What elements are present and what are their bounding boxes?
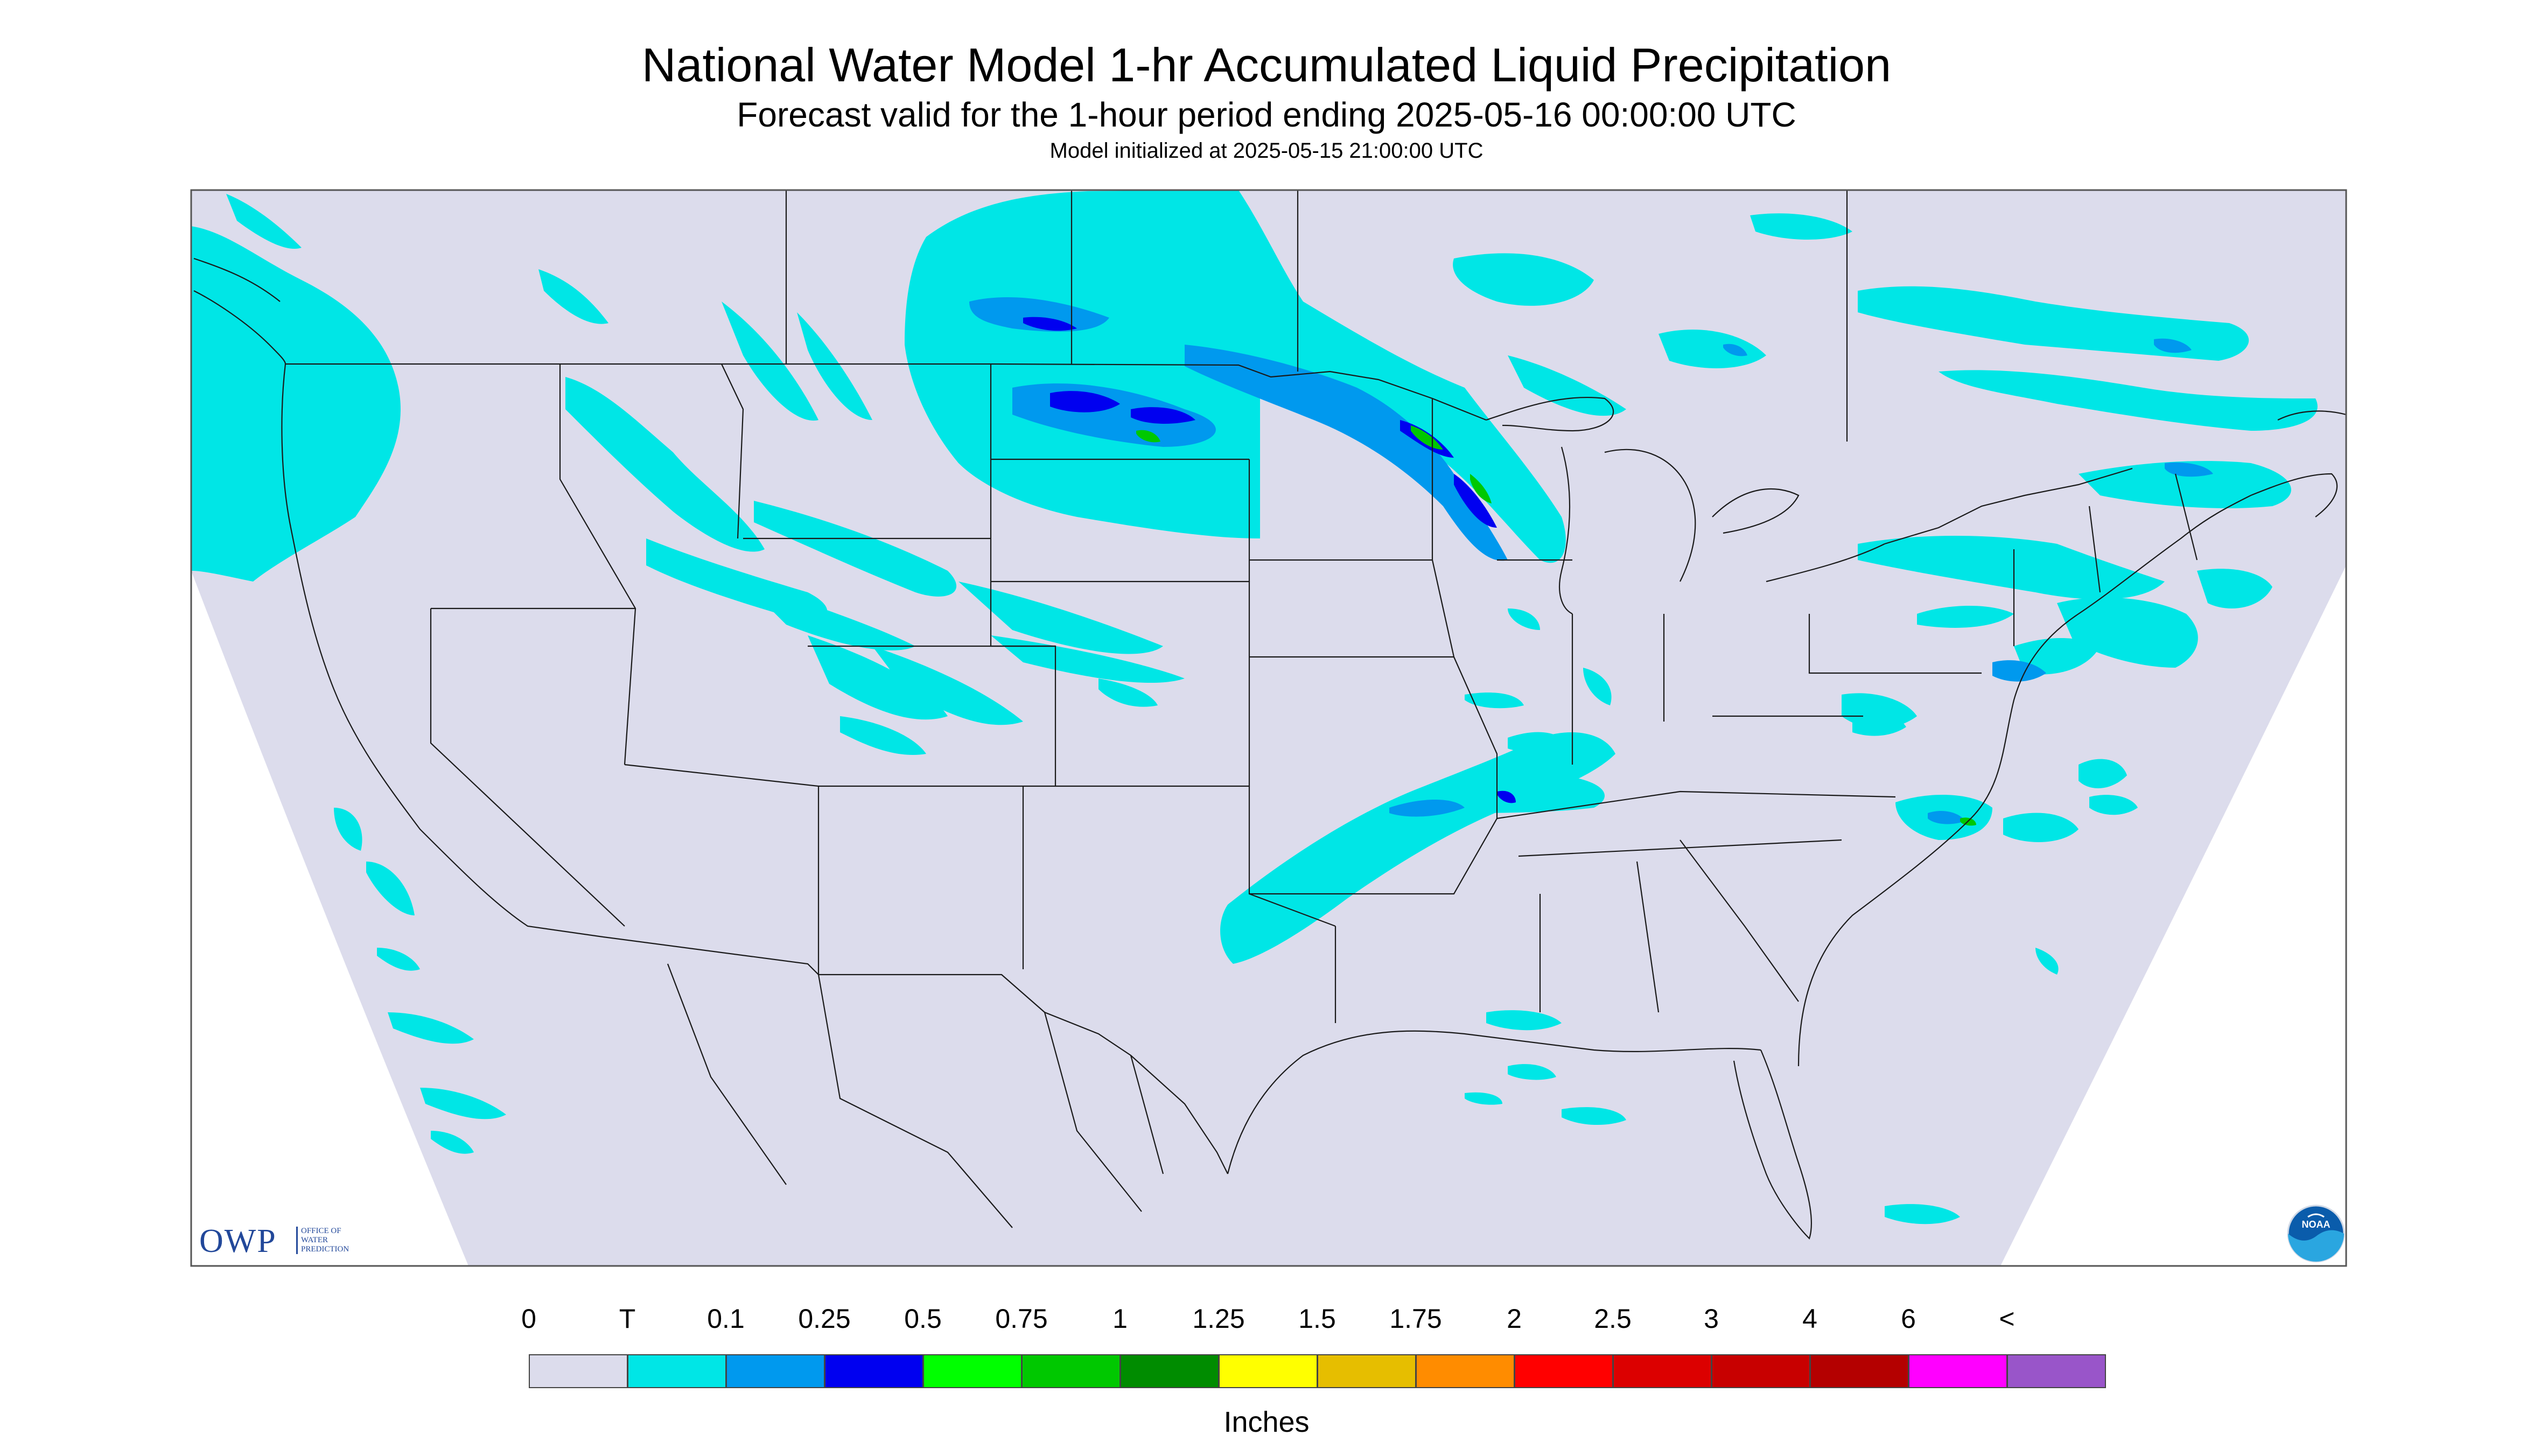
- legend-label: 1.5: [1298, 1304, 1336, 1334]
- legend-swatch: [923, 1354, 1022, 1388]
- owp-logo-subtext: OFFICE OF WATER PREDICTION: [296, 1227, 349, 1254]
- legend-label: T: [619, 1304, 636, 1334]
- legend-swatch: [1711, 1354, 1810, 1388]
- legend-swatch: [627, 1354, 726, 1388]
- legend-swatch: [1810, 1354, 1909, 1388]
- legend-label: 1.25: [1192, 1304, 1245, 1334]
- legend-swatch: [529, 1354, 628, 1388]
- legend-label: 1: [1112, 1304, 1128, 1334]
- legend-swatch: [1317, 1354, 1416, 1388]
- legend-label: 1.75: [1389, 1304, 1442, 1334]
- legend-swatch: [2007, 1354, 2106, 1388]
- legend-swatch: [726, 1354, 825, 1388]
- legend-label: 0.75: [995, 1304, 1048, 1334]
- legend-label: 2.5: [1594, 1304, 1632, 1334]
- precip-cells: [191, 190, 2318, 1224]
- precip-area-pacific-northwest: [191, 226, 401, 582]
- map-subtitle: Forecast valid for the 1-hour period end…: [737, 95, 1796, 134]
- owp-logo: OWP OFFICE OF WATER PREDICTION: [199, 1222, 349, 1261]
- model-domain: [191, 190, 2346, 1266]
- legend-units: Inches: [1223, 1406, 1310, 1438]
- legend-label: 2: [1507, 1304, 1522, 1334]
- legend-swatch: [1613, 1354, 1712, 1388]
- noaa-logo-text: NOAA: [2302, 1219, 2331, 1230]
- legend-label: 0.25: [798, 1304, 851, 1334]
- map-title: National Water Model 1-hr Accumulated Li…: [641, 38, 1892, 92]
- legend-label: <: [1999, 1304, 2015, 1334]
- legend-label: 4: [1802, 1304, 1817, 1334]
- legend-swatch: [1908, 1354, 2007, 1388]
- model-init-text: Model initialized at 2025-05-15 21:00:00…: [1049, 139, 1484, 163]
- legend-swatch: [1021, 1354, 1121, 1388]
- owp-logo-text: OWP: [199, 1223, 277, 1259]
- political-boundaries: [193, 190, 2346, 1240]
- legend-swatch: [824, 1354, 923, 1388]
- legend-label: 0: [521, 1304, 536, 1334]
- legend-label: 6: [1901, 1304, 1916, 1334]
- legend-swatch: [1416, 1354, 1515, 1388]
- legend-swatch: [1120, 1354, 1219, 1388]
- map-frame-border: [190, 189, 2347, 1267]
- legend-label: 0.5: [904, 1304, 942, 1334]
- noaa-logo: NOAA: [2287, 1205, 2345, 1263]
- legend-swatch: [1219, 1354, 1318, 1388]
- legend-swatch: [1514, 1354, 1613, 1388]
- legend-label: 3: [1704, 1304, 1719, 1334]
- legend-label: 0.1: [707, 1304, 745, 1334]
